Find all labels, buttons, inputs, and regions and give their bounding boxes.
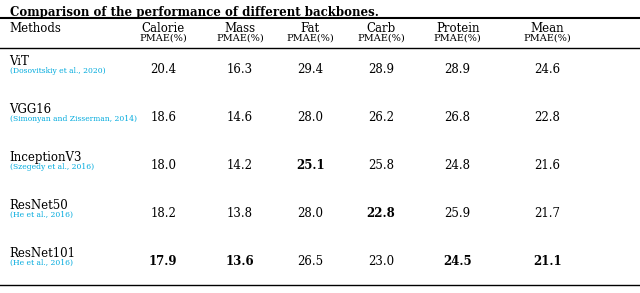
Text: InceptionV3: InceptionV3: [10, 151, 82, 164]
Text: 22.8: 22.8: [534, 111, 560, 124]
Text: 28.0: 28.0: [298, 207, 323, 220]
Text: 24.8: 24.8: [445, 159, 470, 172]
Text: 28.0: 28.0: [298, 111, 323, 124]
Text: 29.4: 29.4: [298, 63, 323, 76]
Text: 24.5: 24.5: [444, 255, 472, 268]
Text: Carb: Carb: [366, 22, 396, 35]
Text: Protein: Protein: [436, 22, 479, 35]
Text: 23.0: 23.0: [368, 255, 394, 268]
Text: (Szegedy et al., 2016): (Szegedy et al., 2016): [10, 163, 93, 171]
Text: 18.2: 18.2: [150, 207, 176, 220]
Text: PMAE(%): PMAE(%): [287, 34, 334, 43]
Text: 24.6: 24.6: [534, 63, 560, 76]
Text: (He et al., 2016): (He et al., 2016): [10, 259, 72, 267]
Text: PMAE(%): PMAE(%): [524, 34, 571, 43]
Text: 13.6: 13.6: [226, 255, 254, 268]
Text: 21.6: 21.6: [534, 159, 560, 172]
Text: (Simonyan and Zisserman, 2014): (Simonyan and Zisserman, 2014): [10, 115, 136, 123]
Text: 17.9: 17.9: [149, 255, 177, 268]
Text: Mass: Mass: [225, 22, 255, 35]
Text: Methods: Methods: [10, 22, 61, 35]
Text: 16.3: 16.3: [227, 63, 253, 76]
Text: 14.2: 14.2: [227, 159, 253, 172]
Text: 21.7: 21.7: [534, 207, 560, 220]
Text: 21.1: 21.1: [533, 255, 561, 268]
Text: 18.6: 18.6: [150, 111, 176, 124]
Text: Calorie: Calorie: [141, 22, 185, 35]
Text: (Dosovitskiy et al., 2020): (Dosovitskiy et al., 2020): [10, 67, 105, 75]
Text: 18.0: 18.0: [150, 159, 176, 172]
Text: PMAE(%): PMAE(%): [357, 34, 404, 43]
Text: 13.8: 13.8: [227, 207, 253, 220]
Text: (He et al., 2016): (He et al., 2016): [10, 211, 72, 219]
Text: PMAE(%): PMAE(%): [216, 34, 264, 43]
Text: 28.9: 28.9: [445, 63, 470, 76]
Text: ResNet50: ResNet50: [10, 199, 68, 212]
Text: 25.8: 25.8: [368, 159, 394, 172]
Text: Mean: Mean: [531, 22, 564, 35]
Text: Comparison of the performance of different backbones.: Comparison of the performance of differe…: [10, 6, 378, 19]
Text: ViT: ViT: [10, 55, 29, 68]
Text: 20.4: 20.4: [150, 63, 176, 76]
Text: 26.8: 26.8: [445, 111, 470, 124]
Text: ResNet101: ResNet101: [10, 247, 76, 260]
Text: 28.9: 28.9: [368, 63, 394, 76]
Text: 26.2: 26.2: [368, 111, 394, 124]
Text: 26.5: 26.5: [298, 255, 323, 268]
Text: VGG16: VGG16: [10, 103, 52, 116]
Text: 14.6: 14.6: [227, 111, 253, 124]
Text: Fat: Fat: [301, 22, 320, 35]
Text: 25.9: 25.9: [445, 207, 470, 220]
Text: 25.1: 25.1: [296, 159, 324, 172]
Text: PMAE(%): PMAE(%): [434, 34, 481, 43]
Text: 22.8: 22.8: [367, 207, 395, 220]
Text: PMAE(%): PMAE(%): [140, 34, 187, 43]
